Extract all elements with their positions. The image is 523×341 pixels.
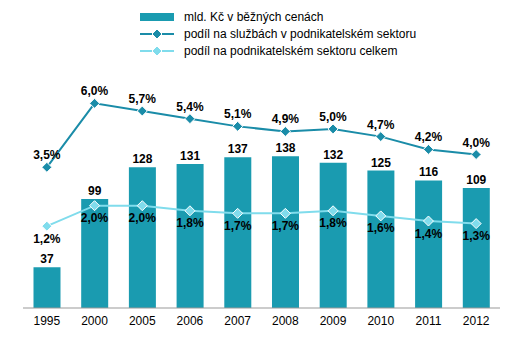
svg-text:5,1%: 5,1%: [224, 107, 252, 121]
html-text:podíl na službách v podnikatel: podíl na službách v podnikatelském sekto…: [184, 26, 417, 41]
svg-text:2008: 2008: [272, 314, 299, 328]
svg-text:1,8%: 1,8%: [319, 216, 347, 230]
svg-text:2010: 2010: [367, 314, 394, 328]
svg-text:116: 116: [419, 165, 439, 179]
svg-text:1,7%: 1,7%: [272, 219, 300, 233]
svg-text:4,7%: 4,7%: [367, 118, 395, 132]
svg-text:2012: 2012: [463, 314, 490, 328]
svg-text:138: 138: [275, 141, 295, 155]
svg-text:1,3%: 1,3%: [462, 229, 490, 243]
svg-text:4,2%: 4,2%: [415, 130, 443, 144]
svg-text:1995: 1995: [33, 314, 60, 328]
svg-text:109: 109: [466, 173, 486, 187]
svg-text:2011: 2011: [416, 314, 442, 328]
svg-text:5,7%: 5,7%: [129, 92, 157, 106]
svg-text:2,0%: 2,0%: [129, 211, 157, 225]
svg-text:4,0%: 4,0%: [462, 136, 490, 150]
svg-text:6,0%: 6,0%: [81, 84, 109, 98]
svg-text:2006: 2006: [177, 314, 204, 328]
svg-text:132: 132: [323, 148, 343, 162]
svg-text:131: 131: [180, 149, 200, 163]
html-text:mld. Kč v běžných cenách: mld. Kč v běžných cenách: [184, 9, 324, 24]
svg-text:1,7%: 1,7%: [224, 219, 252, 233]
svg-text:1,8%: 1,8%: [176, 216, 204, 230]
svg-text:5,4%: 5,4%: [176, 100, 204, 114]
svg-text:99: 99: [88, 184, 102, 198]
svg-text:2007: 2007: [224, 314, 251, 328]
svg-text:128: 128: [132, 152, 152, 166]
svg-text:4,9%: 4,9%: [272, 112, 300, 126]
svg-text:2009: 2009: [320, 314, 347, 328]
svg-text:1,6%: 1,6%: [367, 221, 395, 235]
svg-text:2005: 2005: [129, 314, 156, 328]
html-text:podíl na podnikatelském sektor: podíl na podnikatelském sektoru celkem: [184, 43, 398, 58]
svg-text:137: 137: [228, 142, 248, 156]
svg-text:1,4%: 1,4%: [415, 227, 443, 241]
svg-text:37: 37: [40, 252, 54, 266]
svg-text:125: 125: [371, 156, 391, 170]
svg-text:1,2%: 1,2%: [33, 232, 61, 246]
svg-text:5,0%: 5,0%: [319, 110, 347, 124]
svg-text:2000: 2000: [81, 314, 108, 328]
svg-text:3,5%: 3,5%: [33, 148, 61, 162]
svg-text:2,0%: 2,0%: [81, 211, 109, 225]
